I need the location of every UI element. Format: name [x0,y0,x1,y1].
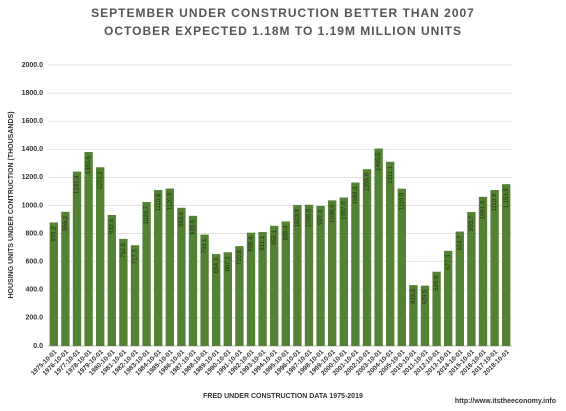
data-label: 667.1 [225,256,231,272]
x-axis-title: FRED UNDER CONSTRUCTION DATA 1975-2019 [203,393,363,400]
bar [351,182,360,346]
data-label: 1120.8 [167,192,173,211]
bar [130,245,140,346]
bar [200,234,209,346]
data-label: 983.6 [179,211,185,227]
data-label: 1,151.9 [504,188,510,209]
bar [235,246,244,346]
data-label: 1163.3 [353,186,359,205]
data-label: 879.2 [51,226,57,242]
data-label: 806.4 [249,236,255,252]
bar [339,197,348,346]
data-label: 710.8 [237,249,243,265]
bar [107,214,116,346]
y-tick-label: 400.0 [25,287,43,294]
data-label: 1380.6 [86,155,92,174]
bar [328,200,337,346]
data-label: 932.4 [109,218,115,234]
data-label: 1405.5 [376,152,382,171]
data-label: 1311.1 [388,165,394,184]
data-label: 717.3 [133,249,139,265]
bar [386,161,395,346]
data-label: 793.1 [202,238,208,254]
data-label: 1110.3 [492,193,498,211]
bar [119,238,128,346]
bar [397,188,406,346]
bar [61,211,70,346]
data-label: 886.4 [283,225,289,241]
bar [188,215,198,346]
data-label: 1110.8 [156,193,162,211]
bar [455,231,464,346]
data-label: 926.6 [191,219,197,235]
bar [72,171,82,346]
y-tick-label: 1200.0 [22,174,44,181]
bar [96,167,105,346]
bar [142,202,151,346]
bar [432,271,441,346]
bar [374,148,383,346]
data-label: 997.3 [318,209,324,225]
bar [281,221,290,346]
bar [49,222,58,346]
chart-title: SEPTEMBER UNDER CONSTRUCTION BETTER THAN… [91,6,475,20]
bar [154,189,163,346]
data-label: 429.5 [423,289,429,305]
bar [84,152,93,346]
data-label: 1036.6 [330,204,336,223]
bar [304,204,314,346]
bar [223,252,232,346]
y-tick-label: 1600.0 [22,118,44,125]
source: http://www.itstheeconomy.info [455,398,556,405]
bar [177,207,186,346]
bar [246,232,256,346]
data-label: 955.2 [63,215,69,231]
data-label: 811.1 [260,235,266,250]
data-label: 1057.0 [341,201,347,220]
bar [490,190,499,346]
bar [293,204,302,346]
data-label: 855.1 [272,229,278,245]
bar [212,254,221,346]
y-tick-label: 200.0 [25,315,43,322]
bar [420,285,430,346]
y-tick-label: 800.0 [25,230,43,237]
data-label: 814.7 [457,235,463,251]
data-label: 1258.8 [365,172,371,191]
bar [467,212,476,346]
data-label: 1005.5 [307,208,313,227]
chart-subtitle: OCTOBER EXPECTED 1.18M TO 1.19M MILLION … [104,24,462,38]
y-axis-title: HOUSING UNITS UNDER CONTRUCTION (THOUSAN… [8,111,15,298]
bar [409,285,418,346]
bar [362,169,372,346]
y-tick-label: 2000.0 [22,62,44,69]
data-label: 1024.7 [144,205,150,224]
y-tick-label: 1000.0 [22,202,44,209]
bar [316,205,325,346]
data-label: 1272.2 [98,171,104,190]
bar [502,184,511,346]
data-label: 1061.4 [481,200,487,219]
bar [444,250,453,346]
data-label: 953.7 [469,215,475,231]
data-label: 654.3 [214,257,220,273]
data-label: 677.3 [446,254,452,270]
data-label: 1119.9 [399,192,405,210]
data-label: 433.3 [411,288,417,304]
bar [165,188,174,346]
bar [270,225,279,346]
data-label: 1003.9 [295,208,301,227]
y-tick-label: 1400.0 [22,146,44,153]
y-tick-label: 0.0 [33,343,43,350]
data-label: 528.8 [434,275,440,291]
bar [258,232,267,346]
bar [478,196,488,346]
data-label: 762.6 [121,242,127,258]
y-tick-label: 1800.0 [22,90,44,97]
y-tick-label: 600.0 [25,259,43,266]
data-label: 1241.4 [75,175,81,194]
